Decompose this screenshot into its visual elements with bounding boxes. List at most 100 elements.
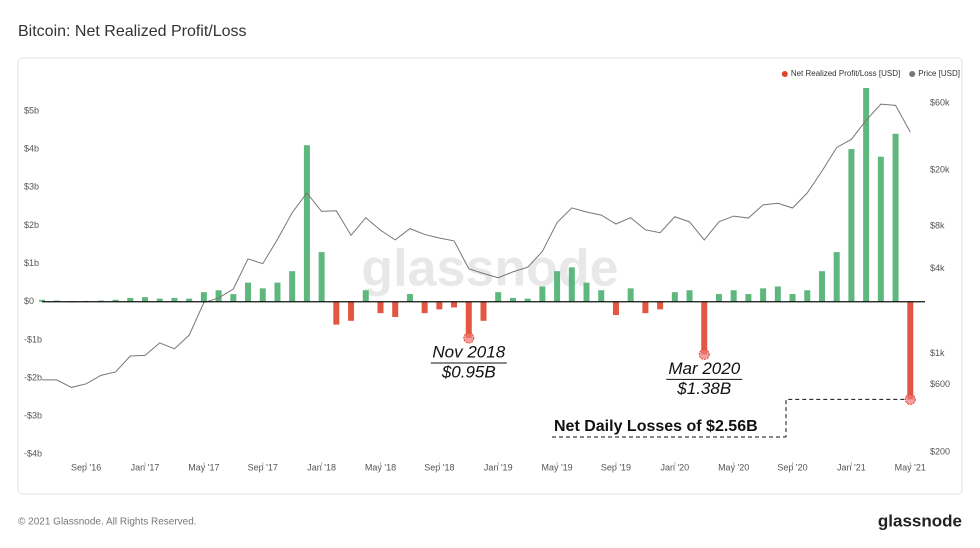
chart-frame <box>17 57 963 495</box>
pnl-bar <box>686 290 693 302</box>
y2-tick-label: $600 <box>930 379 950 389</box>
y2-tick-label: $200 <box>930 446 950 456</box>
pnl-bar <box>671 292 678 302</box>
x-tick-label: May '18 <box>365 462 396 472</box>
pnl-bar <box>127 297 134 302</box>
legend-swatch <box>909 71 916 77</box>
legend-label: Net Realized Profit/Loss [USD] <box>791 69 900 78</box>
pnl-bar <box>392 301 399 317</box>
pnl-bar <box>377 301 384 314</box>
pnl-bar <box>480 301 487 321</box>
pnl-bar <box>318 252 325 302</box>
x-tick-label: Sep '18 <box>424 462 454 472</box>
watermark: glassnode <box>361 240 618 298</box>
pnl-bar <box>627 288 634 302</box>
pnl-bar <box>554 271 561 302</box>
annotation: $0.95B <box>441 362 496 381</box>
x-tick-label: May '17 <box>188 462 219 472</box>
pnl-bar <box>804 290 811 302</box>
pnl-bar <box>495 292 502 302</box>
y2-tick-label: $4k <box>930 263 945 273</box>
logo: glassnode <box>878 511 962 530</box>
pnl-bar <box>362 290 369 302</box>
pnl-bar <box>760 288 767 302</box>
annotation: Net Daily Losses of $2.56B <box>554 418 758 435</box>
y-tick-label: $2b <box>24 220 39 230</box>
y2-tick-label: $1k <box>930 348 945 358</box>
pnl-bar <box>465 301 472 338</box>
x-tick-label: Jan '21 <box>837 462 866 472</box>
price-line <box>42 103 911 388</box>
pnl-bar <box>142 297 149 302</box>
y2-tick-label: $8k <box>930 221 945 231</box>
pnl-bar <box>421 301 428 314</box>
x-tick-label: May '21 <box>895 462 926 472</box>
x-tick-label: Jan '18 <box>307 462 336 472</box>
y-tick-label: $5b <box>24 105 39 115</box>
pnl-bar <box>274 282 281 302</box>
pnl-bar <box>715 294 722 302</box>
pnl-bar <box>745 294 752 302</box>
pnl-bar <box>789 294 796 302</box>
pnl-bar <box>112 299 119 302</box>
annotation: Nov 2018 <box>432 342 505 361</box>
y-tick-label: -$3b <box>24 411 42 421</box>
y2-tick-label: $20k <box>930 165 950 175</box>
pnl-bar <box>583 282 590 302</box>
legend-swatch <box>781 71 788 77</box>
pnl-bar <box>730 290 737 302</box>
x-tick-label: Sep '20 <box>777 462 807 472</box>
x-tick-label: May '19 <box>541 462 572 472</box>
pnl-bar <box>568 267 575 302</box>
pnl-bar <box>892 133 899 302</box>
pnl-bar <box>863 88 870 302</box>
pnl-bar <box>333 301 340 325</box>
x-tick-label: Jan '17 <box>131 462 160 472</box>
y-tick-label: $4b <box>24 143 39 153</box>
pnl-bar <box>612 301 619 316</box>
pnl-bar <box>524 298 531 302</box>
pnl-bar <box>156 298 163 302</box>
legend-label: Price [USD] <box>918 69 960 78</box>
footer: © 2021 Glassnode. All Rights Reserved. <box>18 517 197 528</box>
pnl-bar <box>848 149 855 302</box>
pnl-bar <box>509 297 516 302</box>
pnl-bar <box>171 297 178 302</box>
annotation-point <box>698 348 710 360</box>
annotation: Mar 2020 <box>668 359 740 378</box>
x-tick-label: Sep '16 <box>71 462 101 472</box>
pnl-bar <box>436 301 443 310</box>
chart-title: Bitcoin: Net Realized Profit/Loss <box>18 23 247 40</box>
annotation: $1.38B <box>676 379 731 398</box>
y-tick-label: -$4b <box>24 449 42 459</box>
annotation-point <box>463 332 475 344</box>
x-tick-label: Sep '19 <box>601 462 631 472</box>
pnl-bar <box>215 290 222 302</box>
pnl-bar <box>774 286 781 302</box>
pnl-bar <box>539 286 546 302</box>
x-tick-label: Sep '17 <box>248 462 278 472</box>
y-tick-label: -$2b <box>24 372 42 382</box>
pnl-bar <box>230 294 237 302</box>
y-tick-label: $3b <box>24 182 39 192</box>
pnl-bar <box>406 294 413 302</box>
pnl-bar <box>303 145 310 302</box>
annotation-point <box>904 393 916 405</box>
pnl-bar <box>642 301 649 314</box>
x-tick-label: Jan '20 <box>660 462 689 472</box>
pnl-bar <box>907 301 914 400</box>
pnl-bar <box>186 298 193 302</box>
y-tick-label: $1b <box>24 258 39 268</box>
pnl-bar <box>289 271 296 302</box>
y2-tick-label: $60k <box>930 97 950 107</box>
x-tick-label: May '20 <box>718 462 749 472</box>
pnl-bar <box>39 299 45 302</box>
y-tick-label: -$1b <box>24 334 42 344</box>
pnl-bar <box>598 290 605 302</box>
pnl-bar <box>259 288 266 302</box>
pnl-bar <box>877 156 884 302</box>
pnl-bar <box>245 282 252 302</box>
pnl-bar <box>818 271 825 302</box>
